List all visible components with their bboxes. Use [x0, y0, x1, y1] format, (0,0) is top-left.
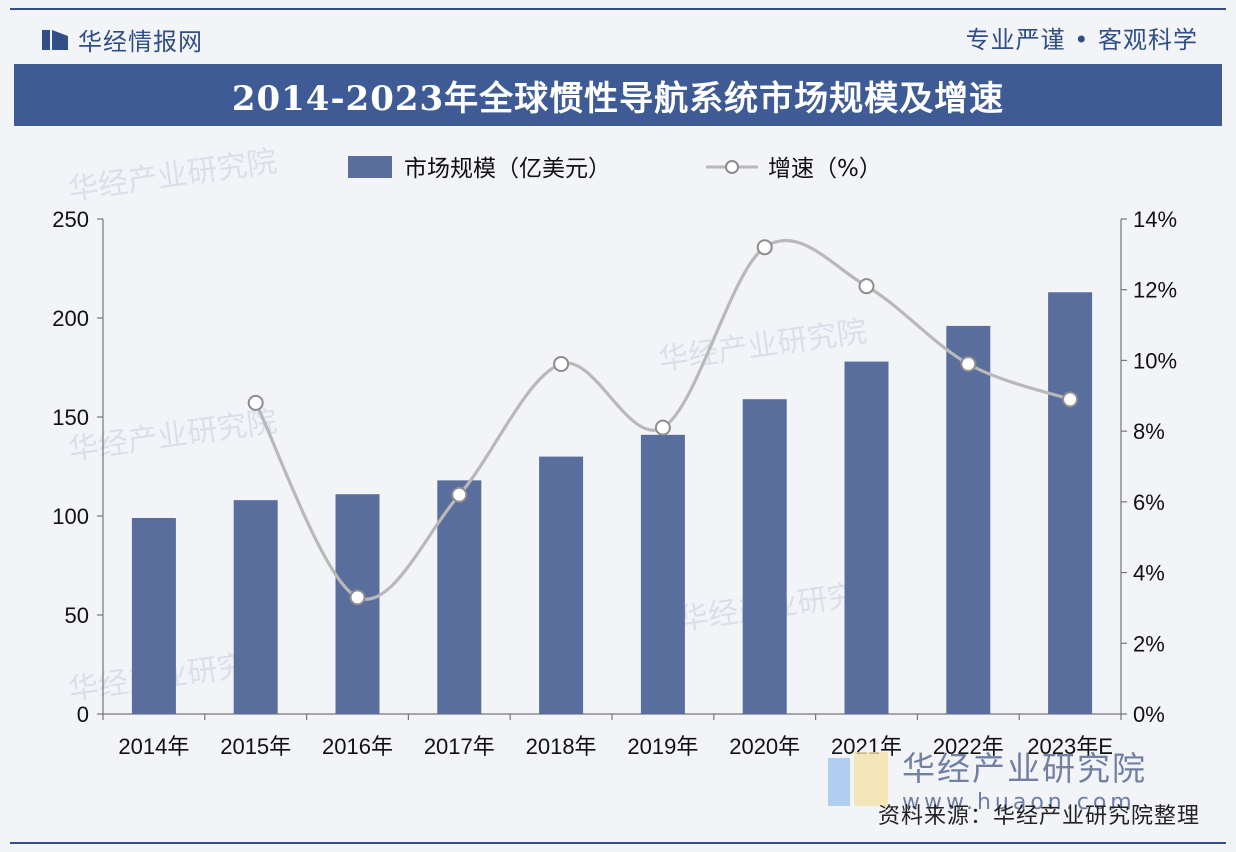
x-tick-label: 2018年: [526, 734, 597, 759]
legend: 市场规模（亿美元） 增速（%）: [348, 156, 882, 182]
corner-logo-url: www.huaon.com: [902, 790, 1136, 815]
y-tick-label-left: 150: [52, 405, 89, 430]
legend-bar-label: 市场规模（亿美元）: [404, 156, 611, 182]
axes: 0 50 100 150 200 250 0% 2% 4% 6% 8% 10% 12% 14%: [52, 207, 1177, 727]
watermark-1: 华经产业研究院: [66, 144, 279, 208]
chart-title-band: 2014-2023年全球惯性导航系统市场规模及增速: [14, 64, 1222, 126]
top-rule: [10, 8, 1226, 10]
brand-logo-icon: [42, 29, 68, 50]
x-tick-label: 2015年: [220, 734, 291, 759]
x-tick-label: 2023年E: [1027, 734, 1113, 759]
bars: [131, 292, 1093, 714]
growth-point: [1062, 391, 1079, 408]
x-tick-label: 2022年: [933, 734, 1004, 759]
y-tick-label-left: 0: [77, 702, 89, 727]
y-tick-label-left: 100: [52, 504, 89, 529]
y-tick-label-right: 12%: [1133, 278, 1177, 303]
growth-point: [756, 239, 773, 256]
watermark-2: 华经产业研究院: [66, 404, 279, 468]
bar-2014年: [131, 517, 176, 714]
slogan: 专业严谨 • 客观科学: [965, 26, 1198, 54]
y-tick-label-left: 250: [52, 207, 89, 232]
growth-point: [553, 355, 570, 372]
y-tick-label-right: 6%: [1133, 490, 1165, 515]
growth-point: [654, 419, 671, 436]
y-tick-label-right: 8%: [1133, 419, 1165, 444]
growth-point: [247, 394, 264, 411]
y-tick-label-left: 50: [65, 603, 89, 628]
brand-name: 华经情报网: [78, 28, 203, 56]
y-tick-label-right: 10%: [1133, 348, 1177, 373]
bottom-rule: [10, 842, 1226, 844]
x-axis-labels: 2014年 2015年 2016年 2017年 2018年 2019年 2020年 2021年…: [118, 734, 1112, 759]
watermark-3: 华经产业研究院: [656, 314, 869, 378]
growth-line: [247, 239, 1079, 606]
bar-2023年E: [1048, 292, 1093, 714]
bar-2018年: [539, 456, 584, 714]
bar-2017年: [437, 480, 482, 714]
y-tick-label-right: 14%: [1133, 207, 1177, 232]
bar-2022年: [946, 325, 991, 714]
bar-2020年: [742, 399, 787, 714]
x-tick-label: 2016年: [322, 734, 393, 759]
bar-2015年: [233, 500, 278, 714]
y-tick-label-left: 200: [52, 306, 89, 331]
x-tick-label: 2014年: [118, 734, 189, 759]
y-tick-label-right: 0%: [1133, 702, 1165, 727]
legend-line-marker: [725, 160, 739, 174]
growth-point: [858, 278, 875, 295]
y-tick-label-right: 4%: [1133, 561, 1165, 586]
bar-2021年: [844, 361, 889, 714]
y-tick-label-right: 2%: [1133, 631, 1165, 656]
growth-point: [451, 486, 468, 503]
legend-line-label: 增速（%）: [768, 156, 882, 182]
growth-point: [960, 355, 977, 372]
corner-logo-text: 华经产业研究院: [902, 749, 1147, 788]
source-note: 资料来源：华经产业研究院整理: [877, 804, 1200, 829]
x-tick-label: 2019年: [627, 734, 698, 759]
corner-watermark: 华经产业研究院 www.huaon.com: [828, 742, 1147, 815]
growth-point: [349, 589, 366, 606]
x-tick-label: 2020年: [729, 734, 800, 759]
x-tick-label: 2017年: [424, 734, 495, 759]
brand: 华经情报网: [42, 22, 203, 57]
growth-line-path: [254, 239, 1071, 601]
bar-2019年: [640, 434, 685, 714]
chart-title: 2014-2023年全球惯性导航系统市场规模及增速: [231, 78, 1005, 119]
corner-logo-icon: [828, 751, 888, 806]
legend-bar-swatch: [348, 156, 392, 178]
